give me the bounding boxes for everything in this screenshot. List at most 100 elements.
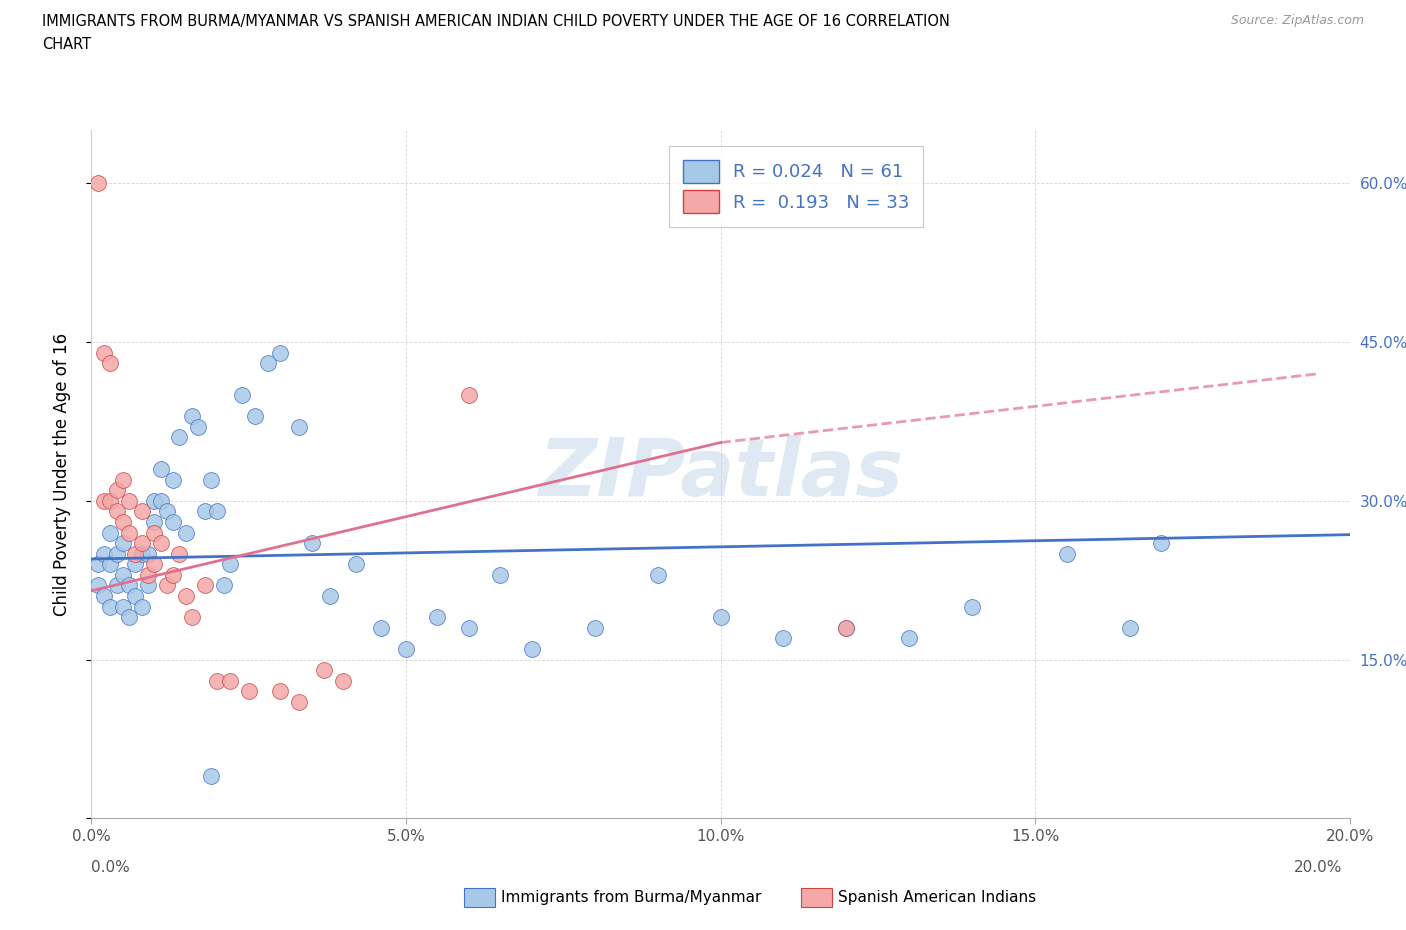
- Point: [98, 525, 121, 540]
- Point: [149, 536, 172, 551]
- Point: [898, 631, 921, 645]
- Point: [156, 578, 179, 593]
- Point: [162, 472, 184, 487]
- Point: [124, 557, 146, 572]
- Point: [181, 408, 204, 423]
- Point: [98, 599, 121, 614]
- Y-axis label: Child Poverty Under the Age of 16: Child Poverty Under the Age of 16: [52, 333, 70, 616]
- Legend: R = 0.024   N = 61, R =  0.193   N = 33: R = 0.024 N = 61, R = 0.193 N = 33: [669, 146, 924, 227]
- Point: [212, 578, 235, 593]
- Point: [162, 567, 184, 582]
- Point: [169, 546, 191, 561]
- Point: [457, 388, 479, 403]
- Point: [136, 578, 159, 593]
- Point: [269, 345, 291, 360]
- Point: [143, 557, 166, 572]
- Point: [181, 610, 204, 625]
- Text: IMMIGRANTS FROM BURMA/MYANMAR VS SPANISH AMERICAN INDIAN CHILD POVERTY UNDER THE: IMMIGRANTS FROM BURMA/MYANMAR VS SPANISH…: [42, 14, 950, 29]
- Point: [118, 525, 141, 540]
- Point: [143, 493, 166, 508]
- Point: [962, 599, 984, 614]
- Point: [136, 567, 159, 582]
- Point: [98, 493, 121, 508]
- Point: [156, 504, 179, 519]
- Point: [489, 567, 512, 582]
- Point: [288, 419, 311, 434]
- Point: [709, 610, 731, 625]
- Point: [131, 546, 153, 561]
- Point: [457, 620, 479, 635]
- Point: [98, 557, 121, 572]
- Point: [118, 493, 141, 508]
- Point: [332, 673, 354, 688]
- Point: [370, 620, 392, 635]
- Text: Source: ZipAtlas.com: Source: ZipAtlas.com: [1230, 14, 1364, 27]
- Point: [111, 536, 134, 551]
- Point: [395, 642, 418, 657]
- Point: [105, 546, 128, 561]
- Text: CHART: CHART: [42, 37, 91, 52]
- Point: [301, 536, 323, 551]
- Point: [98, 355, 121, 370]
- Point: [111, 567, 134, 582]
- Point: [124, 589, 146, 604]
- Point: [174, 589, 197, 604]
- Point: [149, 461, 172, 476]
- Point: [143, 514, 166, 529]
- Text: Immigrants from Burma/Myanmar: Immigrants from Burma/Myanmar: [501, 890, 761, 905]
- Point: [344, 557, 367, 572]
- Point: [205, 673, 228, 688]
- Point: [238, 684, 260, 698]
- Point: [169, 430, 191, 445]
- Point: [118, 578, 141, 593]
- Point: [131, 504, 153, 519]
- Point: [162, 514, 184, 529]
- Point: [194, 578, 217, 593]
- Point: [231, 388, 253, 403]
- Point: [93, 589, 115, 604]
- Point: [111, 514, 134, 529]
- Point: [111, 599, 134, 614]
- Point: [1118, 620, 1140, 635]
- Point: [1056, 546, 1078, 561]
- Point: [93, 493, 115, 508]
- Point: [1150, 536, 1173, 551]
- Text: 0.0%: 0.0%: [91, 860, 131, 875]
- Point: [218, 673, 240, 688]
- Point: [200, 768, 222, 783]
- Point: [149, 493, 172, 508]
- Point: [194, 504, 217, 519]
- Point: [174, 525, 197, 540]
- Point: [218, 557, 240, 572]
- Point: [647, 567, 669, 582]
- Point: [105, 483, 128, 498]
- Point: [256, 355, 278, 370]
- Point: [124, 546, 146, 561]
- Point: [93, 345, 115, 360]
- Point: [111, 472, 134, 487]
- Point: [319, 589, 342, 604]
- Point: [105, 578, 128, 593]
- Point: [143, 525, 166, 540]
- Point: [93, 546, 115, 561]
- Point: [118, 610, 141, 625]
- Point: [314, 663, 336, 678]
- Point: [243, 408, 266, 423]
- Point: [131, 599, 153, 614]
- Point: [583, 620, 606, 635]
- Text: ZIPatlas: ZIPatlas: [538, 435, 903, 513]
- Point: [288, 695, 311, 710]
- Point: [187, 419, 209, 434]
- Point: [136, 546, 159, 561]
- Point: [105, 504, 128, 519]
- Point: [200, 472, 222, 487]
- Point: [520, 642, 543, 657]
- Point: [86, 557, 108, 572]
- Point: [131, 536, 153, 551]
- Text: 20.0%: 20.0%: [1295, 860, 1343, 875]
- Point: [86, 578, 108, 593]
- Point: [835, 620, 858, 635]
- Point: [86, 176, 108, 191]
- Point: [426, 610, 449, 625]
- Point: [772, 631, 794, 645]
